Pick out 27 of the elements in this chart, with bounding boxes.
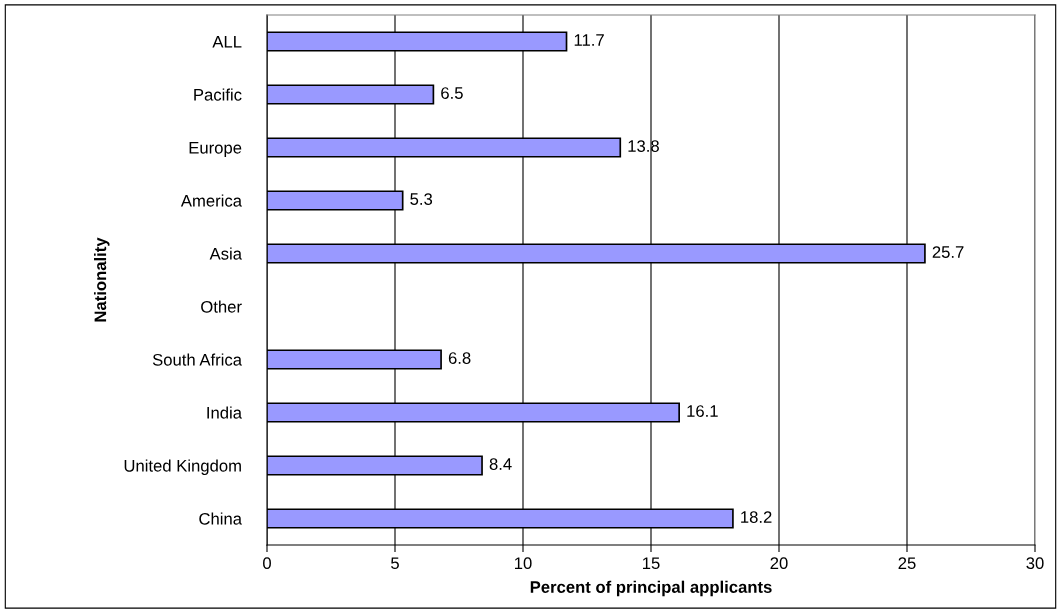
data-label: 6.8 [448,352,471,364]
y-axis-title: Nationality [93,237,110,322]
y-tick-label: China [199,512,242,525]
y-tick-label: ALL [212,36,242,48]
y-tick-label: Other [201,300,242,313]
x-tick-label: 0 [263,557,271,570]
data-label: 11.7 [574,34,604,46]
x-tick-label: 30 [1026,557,1044,570]
x-tick-label: 25 [898,557,916,570]
y-tick-label: South Africa [152,353,242,366]
y-tick-label: Pacific [194,88,242,101]
y-tick-label: India [207,406,242,419]
y-tick-label: United Kingdom [124,459,241,475]
x-tick-label: 15 [643,557,660,570]
y-tick-label: Asia [209,247,242,260]
data-label: 6.5 [441,87,463,99]
y-tick-label: America [180,194,242,207]
x-tick-label: 10 [515,557,532,570]
x-tick-label: 20 [770,557,788,570]
x-axis-title: Percent of principal applicants [530,580,772,597]
data-label: 8.4 [489,458,512,470]
data-label: 25.7 [932,246,964,258]
y-tick-label: Europe [189,142,242,157]
data-label: 16.1 [687,405,718,417]
x-tick-label: 5 [391,557,399,570]
data-label: 18.2 [741,511,772,523]
data-label: 5.3 [410,193,433,205]
